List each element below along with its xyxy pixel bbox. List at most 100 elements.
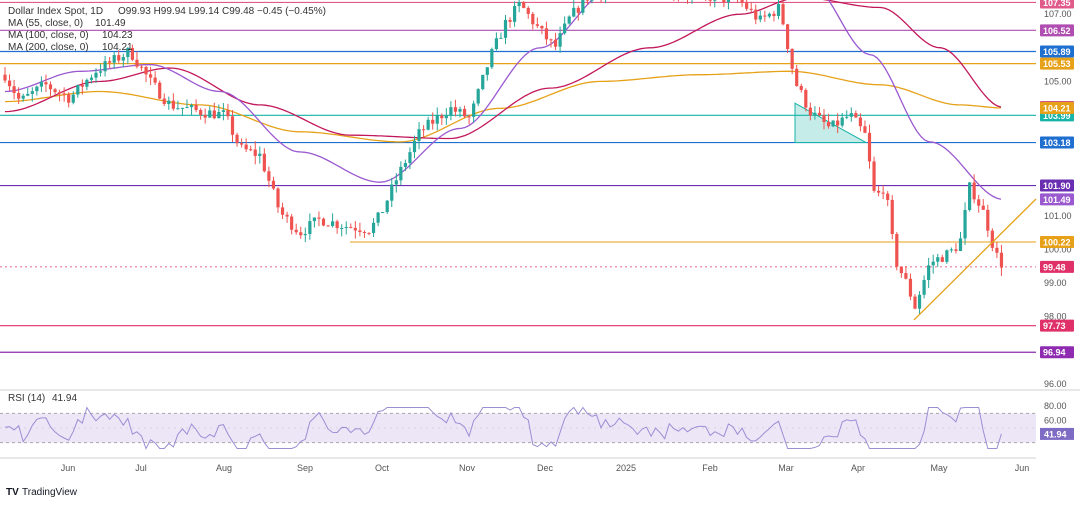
x-tick-label: Apr [851, 463, 865, 473]
tradingview-logo[interactable]: TV TradingView [6, 487, 78, 498]
candle-down [53, 87, 57, 95]
candle-down [440, 113, 444, 125]
candle-up [517, 0, 521, 13]
y-tick-label: 107.00 [1044, 9, 1072, 19]
candle-down [194, 99, 198, 113]
price-tag: 105.53 [1040, 57, 1074, 70]
brand-label: TradingView [22, 487, 78, 498]
price-tag: 105.89 [1040, 45, 1074, 58]
x-tick-label: Sep [297, 463, 313, 473]
candle-up [408, 147, 412, 170]
candle-up [485, 67, 489, 81]
candle-up [394, 173, 398, 193]
candle-up [344, 221, 348, 235]
candle-up [931, 254, 935, 274]
candle-down [358, 222, 362, 237]
x-tick-label: Mar [778, 463, 794, 473]
candle-up [831, 120, 835, 128]
candle-down [600, 0, 602, 3]
candle-down [267, 166, 271, 188]
candle-up [840, 113, 844, 128]
price-tag-label: 106.52 [1043, 26, 1071, 36]
candle-down [740, 0, 744, 7]
candle-up [185, 99, 189, 109]
candle-up [499, 32, 503, 39]
price-tag-label: 101.90 [1043, 181, 1071, 191]
candle-up [503, 14, 508, 45]
candle-down [549, 38, 553, 48]
candle-up [581, 0, 585, 16]
candle-up [381, 212, 385, 214]
candle-down [904, 266, 908, 280]
candle-down [144, 65, 148, 83]
tradingview-logo-icon: TV [6, 487, 19, 498]
x-tick-label: May [930, 463, 948, 473]
candle-down [899, 266, 903, 278]
candle-up [590, 0, 594, 4]
candle-up [572, 0, 576, 18]
candle-down [795, 64, 799, 87]
x-tick-label: Nov [459, 463, 476, 473]
x-tick-label: Jun [1015, 463, 1030, 473]
candle-down [203, 108, 207, 124]
candle-up [217, 104, 221, 119]
y-tick-label: 96.00 [1044, 379, 1067, 389]
x-tick-label: Jul [135, 463, 147, 473]
candle-down [3, 66, 7, 83]
candle-up [35, 85, 39, 96]
candle-down [135, 51, 139, 69]
rsi-value: 41.94 [52, 393, 77, 404]
ma200-line [4, 70, 1002, 143]
ma55-label: MA (55, close, 0) [8, 18, 83, 29]
candle-down [799, 83, 803, 93]
price-tag: 104.21 [1040, 101, 1074, 114]
candle-up [927, 257, 931, 288]
candle-up [89, 74, 94, 84]
candle-up [390, 177, 394, 208]
candle-up [308, 213, 312, 240]
price-tag: 101.90 [1040, 179, 1074, 192]
candle-down [253, 141, 257, 165]
candle-down [531, 12, 535, 30]
ma200-label: MA (200, close, 0) [8, 42, 89, 53]
rsi-tick-label: 60.00 [1044, 416, 1067, 426]
candle-down [280, 202, 285, 220]
candle-down [130, 44, 134, 62]
y-tick-label: 99.00 [1044, 278, 1067, 288]
candle-down [44, 74, 48, 92]
price-tag-label: 103.99 [1043, 111, 1071, 121]
candle-down [362, 230, 367, 238]
candle-up [949, 247, 953, 253]
candle-up [691, 0, 693, 4]
candle-up [98, 63, 103, 77]
candle-up [85, 78, 89, 91]
candle-down [117, 50, 121, 64]
candle-down [872, 156, 876, 193]
x-tick-label: Oct [375, 463, 390, 473]
candle-down [353, 221, 357, 239]
price-tag-label: 105.53 [1043, 59, 1071, 69]
candle-down [877, 186, 881, 197]
x-tick-label: Jun [61, 463, 76, 473]
candle-down [908, 273, 913, 301]
candle-down [986, 204, 990, 237]
candle-down [708, 0, 712, 7]
rsi-line [4, 406, 1002, 450]
candle-down [754, 4, 758, 25]
candle-down [687, 0, 688, 4]
candle-down [153, 71, 157, 85]
rsi-label: RSI (14) [8, 393, 45, 404]
price-tag-label: 104.21 [1043, 103, 1071, 113]
candle-down [317, 211, 321, 227]
rsi-value-tag: 41.94 [1040, 427, 1074, 440]
candle-up [371, 218, 376, 238]
candle-down [262, 148, 266, 173]
candle-up [189, 103, 194, 116]
candle-up [917, 291, 922, 315]
candle-down [290, 214, 294, 235]
candle-down [462, 105, 467, 118]
candle-down [162, 93, 166, 106]
candle-down [226, 103, 230, 120]
